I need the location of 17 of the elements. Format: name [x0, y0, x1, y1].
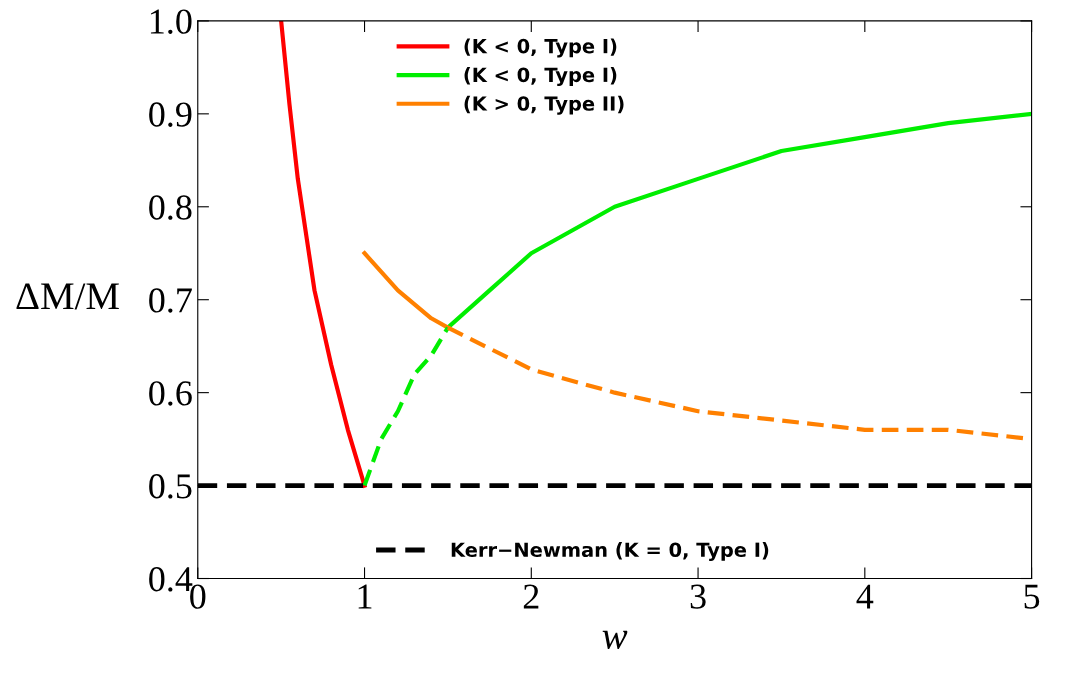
- x-tick-label: 3: [690, 584, 706, 609]
- x-tick-label: 2: [523, 584, 539, 609]
- y-axis-title: ΔM/M: [16, 283, 119, 310]
- y-tick-label: 1.0: [150, 9, 192, 34]
- x-axis-title: w: [602, 630, 628, 650]
- y-tick-label: 0.5: [149, 474, 192, 499]
- y-tick-label: 0.6: [149, 381, 192, 406]
- y-tick-label: 0.9: [149, 102, 192, 127]
- legend-label: (K < 0, Type I): [464, 38, 617, 58]
- legend-label: Kerr−Newman (K = 0, Type I): [451, 542, 769, 562]
- legend-label: (K < 0, Type I): [464, 67, 617, 87]
- legend-label: (K > 0, Type II): [464, 95, 624, 115]
- x-tick-label: 5: [1024, 584, 1040, 609]
- y-tick-label: 0.7: [149, 288, 192, 313]
- x-tick-label: 1: [358, 584, 372, 609]
- x-tick-label: 4: [856, 584, 874, 609]
- y-tick-label: 0.8: [149, 195, 192, 220]
